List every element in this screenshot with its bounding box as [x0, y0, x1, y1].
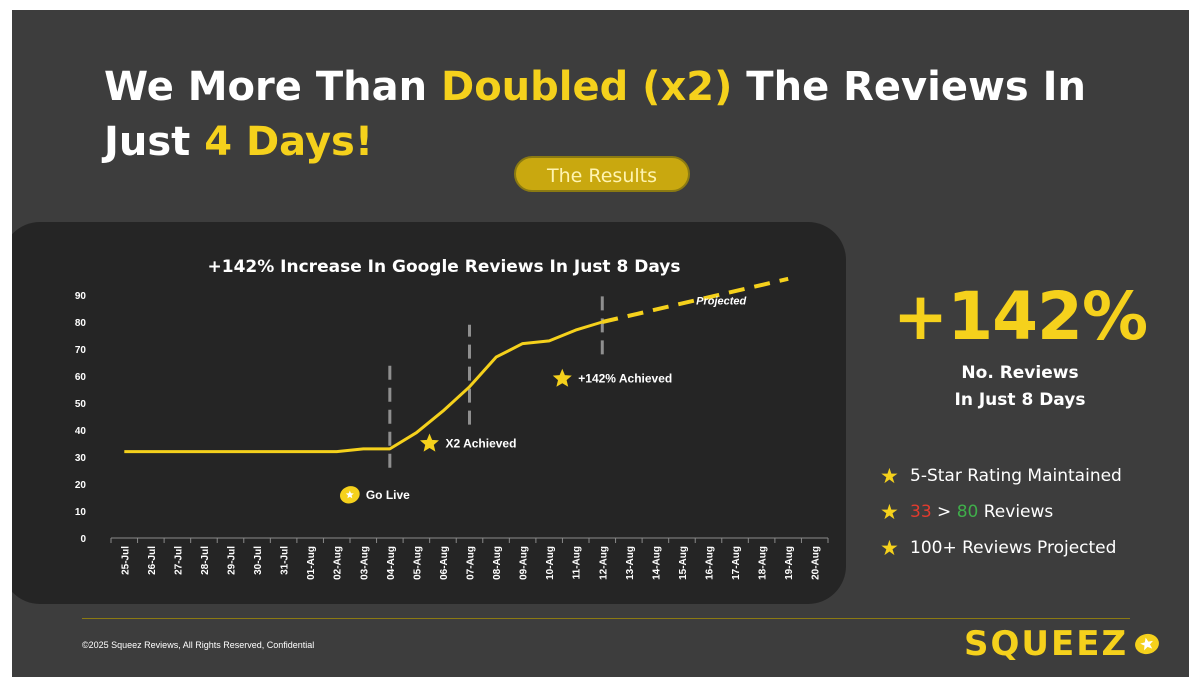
star-icon — [552, 368, 572, 387]
y-tick-label: 90 — [75, 291, 87, 302]
reviews-series-line — [124, 320, 603, 454]
x-tick-label: 09-Aug — [519, 546, 530, 580]
milestone-label: +142% Achieved — [578, 372, 672, 386]
milestone-label: Go Live — [366, 488, 410, 502]
title-part1: We More Than — [104, 64, 441, 110]
x-tick-label: 20-Aug — [811, 546, 822, 580]
bullet-projected-text: 100+ Reviews Projected — [910, 538, 1117, 558]
x-tick-label: 25-Jul — [120, 546, 131, 575]
x-tick-label: 17-Aug — [731, 546, 742, 580]
projected-label: Projected — [696, 295, 746, 307]
stat-caption-line2: In Just 8 Days — [954, 390, 1086, 410]
x-tick-label: 07-Aug — [466, 546, 477, 580]
slide: We More Than Doubled (x2) The Reviews In… — [12, 10, 1189, 677]
x-tick-label: 12-Aug — [598, 546, 609, 580]
x-tick-label: 15-Aug — [678, 546, 689, 580]
x-tick-label: 28-Jul — [200, 546, 211, 575]
y-tick-label: 80 — [75, 318, 87, 329]
star-icon: ★ — [880, 500, 899, 524]
logo-wordmark: SQUEEZ — [964, 624, 1129, 664]
reviews-before: 33 — [910, 502, 932, 522]
title-highlight-days: 4 Days! — [204, 119, 374, 165]
bullet-rating-text: 5-Star Rating Maintained — [910, 466, 1122, 486]
x-tick-label: 10-Aug — [545, 546, 556, 580]
title-part2: The Reviews In Just — [104, 64, 1087, 165]
copyright-text: ©2025 Squeez Reviews, All Rights Reserve… — [82, 640, 315, 650]
title-highlight-doubled: Doubled (x2) — [440, 64, 733, 110]
y-tick-label: 30 — [75, 453, 87, 464]
stat-caption-line1: No. Reviews — [961, 363, 1079, 383]
x-tick-label: 16-Aug — [705, 546, 716, 580]
y-tick-label: 60 — [75, 372, 87, 383]
x-tick-label: 27-Jul — [173, 546, 184, 575]
x-tick-label: 18-Aug — [758, 546, 769, 580]
reviews-separator: > — [931, 502, 957, 522]
results-badge: The Results — [514, 156, 690, 192]
line-chart: +142% Increase In Google Reviews In Just… — [75, 257, 829, 580]
x-tick-label: 14-Aug — [651, 546, 662, 580]
bullet-reviews: ★ 33 > 80 Reviews — [880, 494, 1180, 530]
projected-series-line — [601, 276, 789, 324]
x-tick-label: 19-Aug — [784, 546, 795, 580]
x-tick-label: 02-Aug — [333, 546, 344, 580]
star-icon: ★ — [880, 536, 899, 560]
x-tick-label: 29-Jul — [227, 546, 238, 575]
chart-panel: +142% Increase In Google Reviews In Just… — [12, 222, 846, 604]
y-tick-label: 40 — [75, 426, 87, 437]
x-tick-label: 08-Aug — [492, 546, 503, 580]
lemon-icon — [1135, 633, 1160, 655]
x-tick-label: 13-Aug — [625, 546, 636, 580]
highlights-list: ★ 5-Star Rating Maintained ★ 33 > 80 Rev… — [880, 458, 1180, 566]
x-tick-label: 31-Jul — [280, 546, 291, 575]
y-tick-label: 10 — [75, 507, 87, 518]
x-tick-label: 01-Aug — [306, 546, 317, 580]
x-tick-label: 03-Aug — [359, 546, 370, 580]
y-tick-label: 0 — [80, 534, 86, 545]
y-tick-label: 50 — [75, 399, 87, 410]
reviews-after: 80 — [956, 502, 979, 522]
x-tick-label: 26-Jul — [147, 546, 158, 575]
squeez-logo: SQUEEZ — [964, 622, 1160, 666]
x-tick-label: 11-Aug — [572, 546, 583, 579]
star-icon: ★ — [880, 464, 899, 488]
star-icon — [420, 433, 439, 452]
x-tick-label: 30-Jul — [253, 546, 264, 575]
bullet-projected: ★ 100+ Reviews Projected — [880, 530, 1180, 566]
footer-divider — [82, 618, 1130, 619]
reviews-suffix: Reviews — [978, 502, 1054, 522]
x-tick-label: 06-Aug — [439, 546, 450, 580]
x-tick-label: 05-Aug — [412, 546, 423, 580]
bullet-rating: ★ 5-Star Rating Maintained — [880, 458, 1180, 494]
y-tick-label: 20 — [75, 480, 87, 491]
chart-title: +142% Increase In Google Reviews In Just… — [208, 257, 681, 277]
big-stat-value: +142% — [892, 278, 1148, 355]
x-tick-label: 04-Aug — [386, 546, 397, 580]
y-tick-label: 70 — [75, 345, 87, 356]
page-title: We More Than Doubled (x2) The Reviews In… — [104, 60, 1104, 170]
lemon-star-mark — [345, 490, 354, 499]
milestone-label: X2 Achieved — [446, 437, 517, 451]
stat-caption: No. Reviews In Just 8 Days — [882, 360, 1158, 414]
